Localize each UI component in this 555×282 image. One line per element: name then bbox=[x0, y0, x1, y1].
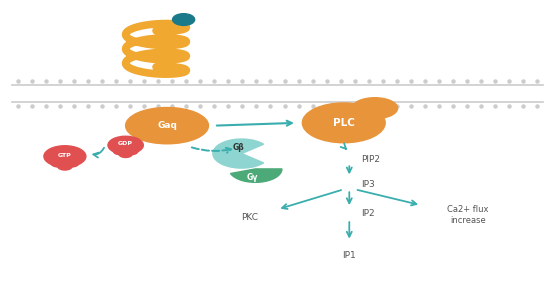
Circle shape bbox=[119, 151, 132, 157]
Text: PIP2: PIP2 bbox=[361, 155, 380, 164]
Text: IP3: IP3 bbox=[361, 180, 375, 189]
Ellipse shape bbox=[173, 14, 195, 25]
Text: GTP: GTP bbox=[58, 153, 72, 158]
Circle shape bbox=[58, 163, 72, 170]
Text: PLC: PLC bbox=[333, 118, 355, 128]
Ellipse shape bbox=[302, 103, 385, 143]
Circle shape bbox=[51, 160, 65, 167]
Circle shape bbox=[108, 136, 143, 154]
Circle shape bbox=[64, 160, 79, 167]
Text: PKC: PKC bbox=[241, 213, 259, 222]
Circle shape bbox=[124, 148, 138, 155]
Circle shape bbox=[44, 146, 86, 167]
Circle shape bbox=[113, 148, 127, 155]
Text: Gγ: Gγ bbox=[247, 173, 259, 182]
Wedge shape bbox=[230, 169, 282, 182]
Ellipse shape bbox=[125, 107, 209, 144]
Ellipse shape bbox=[352, 98, 397, 119]
Text: Ca2+ flux
increase: Ca2+ flux increase bbox=[447, 205, 489, 225]
Text: Gβ: Gβ bbox=[233, 144, 245, 153]
Text: IP2: IP2 bbox=[361, 209, 374, 218]
Wedge shape bbox=[213, 139, 264, 168]
Text: Gaq: Gaq bbox=[157, 121, 177, 130]
Text: GDP: GDP bbox=[118, 141, 133, 146]
Text: IP1: IP1 bbox=[342, 251, 356, 260]
